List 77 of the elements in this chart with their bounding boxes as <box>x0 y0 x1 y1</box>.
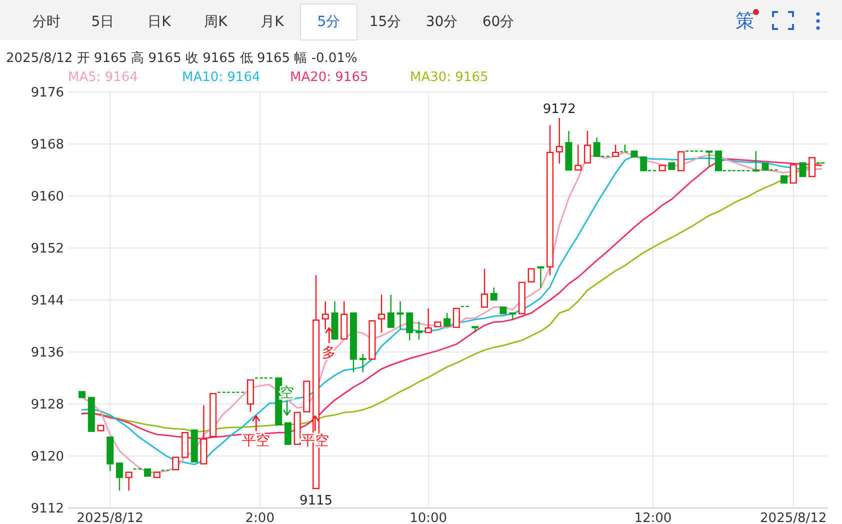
x-tick-label: 2025/8/12 <box>760 511 827 524</box>
candlestick <box>125 472 132 492</box>
text: 30分 <box>426 14 458 30</box>
text: 策 <box>736 10 754 32</box>
candlestick <box>808 157 816 178</box>
candlestick <box>452 308 460 328</box>
candlestick <box>210 393 217 438</box>
text: 15分 <box>369 14 402 30</box>
candlestick <box>116 462 123 492</box>
candlestick <box>181 432 188 458</box>
candlestick <box>584 130 591 164</box>
candlestick <box>678 151 685 172</box>
candlestick <box>284 422 292 445</box>
candlestick <box>144 468 152 477</box>
candlestick <box>350 312 357 373</box>
candlestick <box>359 353 366 373</box>
y-tick-label: 9168 <box>30 138 64 152</box>
text: MA30: 9165 <box>410 70 488 85</box>
candlestick <box>78 391 86 398</box>
candlestick <box>556 117 563 164</box>
candlestick <box>481 268 488 308</box>
y-tick-label: 9160 <box>30 190 64 204</box>
y-tick-label: 9128 <box>30 398 64 412</box>
chart-subtitle: 2025/8/12 开 9165 高 9165 收 9165 低 9165 幅 -0.01% <box>6 50 358 66</box>
candlestick <box>294 412 301 445</box>
x-tick-label: 10:00 <box>410 511 448 524</box>
candlestick <box>424 308 432 334</box>
text: 分时 <box>32 14 60 30</box>
candlestick <box>387 294 394 328</box>
candlestick <box>153 472 160 478</box>
candlestick <box>322 300 329 330</box>
candlestick <box>706 150 713 168</box>
annotation: 9172 <box>542 102 576 117</box>
candlestick <box>331 300 338 340</box>
candlestick <box>303 380 310 412</box>
text: MA5: 9164 <box>68 70 138 85</box>
candlestick <box>368 320 376 360</box>
candlestick <box>780 175 788 184</box>
y-tick-label: 9120 <box>30 450 64 464</box>
candlestick <box>200 404 208 464</box>
x-tick-label: 2025/8/12 <box>76 511 144 524</box>
y-tick-label: 9112 <box>30 502 64 516</box>
text: 月K <box>260 14 285 30</box>
candlestick <box>172 456 180 470</box>
y-tick-label: 9152 <box>30 242 64 256</box>
text: MA20: 9165 <box>290 70 368 85</box>
candlestick <box>378 294 386 334</box>
text: 5分 <box>317 14 340 30</box>
candlestick <box>658 164 666 172</box>
text: 周K <box>204 14 228 30</box>
candlestick <box>396 300 404 330</box>
annotation: 多 <box>322 345 336 361</box>
candlestick <box>565 130 572 171</box>
candlestick <box>528 268 535 282</box>
annotation: 9115 <box>299 494 333 508</box>
text: MA10: 9164 <box>182 70 260 85</box>
candlestick <box>630 150 638 158</box>
candlestick <box>668 162 676 170</box>
candlestick <box>537 266 544 288</box>
x-tick-label: 2:00 <box>245 511 274 524</box>
x-tick-label: 12:00 <box>634 511 672 524</box>
y-tick-label: 9136 <box>30 346 64 360</box>
candlestick <box>799 162 806 178</box>
candlestick <box>574 144 582 171</box>
candlestick <box>790 164 797 184</box>
y-tick-label: 9144 <box>30 294 64 308</box>
y-tick-label: 9176 <box>30 86 64 100</box>
candlestick <box>518 282 526 314</box>
text: 5日 <box>91 14 114 30</box>
candlestick <box>752 150 760 172</box>
candlestick <box>500 306 507 314</box>
candlestick <box>190 429 198 462</box>
text: 60分 <box>482 14 514 30</box>
text: 日K <box>148 14 172 30</box>
annotation: 平空 <box>242 433 270 449</box>
candlestick <box>340 300 348 340</box>
candlestick <box>434 322 442 328</box>
